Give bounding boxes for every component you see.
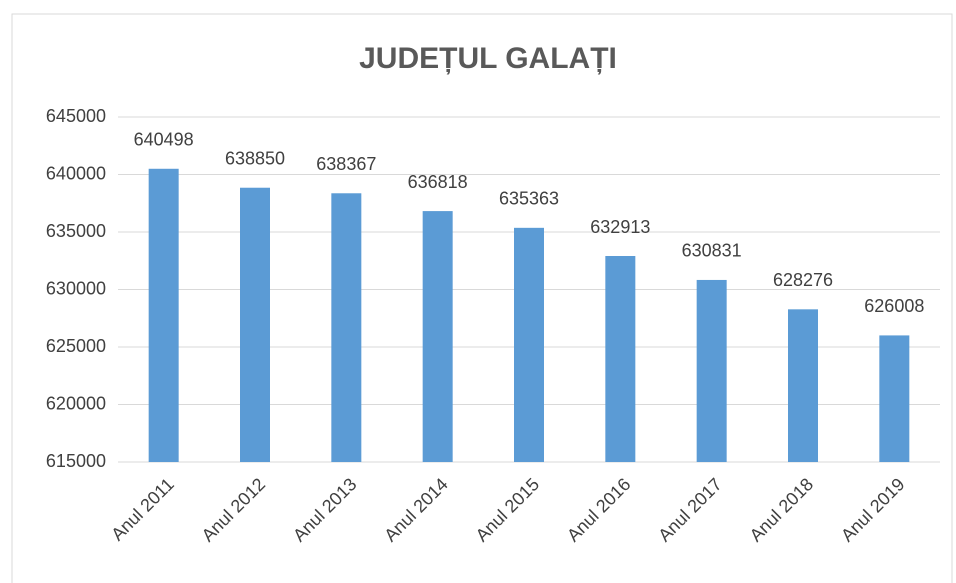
x-tick-label: Anul 2017 <box>654 474 725 545</box>
bar <box>331 193 362 463</box>
x-tick-label: Anul 2015 <box>472 474 543 545</box>
data-label: 635363 <box>499 189 559 209</box>
data-label: 638367 <box>316 154 376 174</box>
data-label: 636818 <box>408 172 468 192</box>
chart-frame <box>11 13 953 583</box>
chart-title: JUDEȚUL GALAȚI <box>359 42 617 75</box>
data-label: 630831 <box>682 241 742 261</box>
x-tick-label: Anul 2013 <box>289 474 360 545</box>
x-tick-label: Anul 2011 <box>107 474 178 545</box>
bar <box>696 279 727 462</box>
x-tick-label: Anul 2014 <box>380 474 451 545</box>
y-tick-label: 615000 <box>46 451 106 471</box>
data-label: 640498 <box>134 130 194 150</box>
bar <box>879 335 910 462</box>
bar <box>788 309 818 462</box>
bar <box>148 168 179 462</box>
y-tick-label: 645000 <box>46 106 106 126</box>
data-label: 632913 <box>590 217 650 237</box>
data-label: 628276 <box>773 270 833 290</box>
data-label: 626008 <box>864 296 924 316</box>
y-tick-label: 625000 <box>46 336 106 356</box>
bar <box>240 187 270 462</box>
y-tick-label: 620000 <box>46 393 106 413</box>
y-tick-label: 630000 <box>46 278 106 298</box>
y-tick-label: 640000 <box>46 163 106 183</box>
x-tick-label: Anul 2018 <box>746 474 817 545</box>
x-tick-label: Anul 2016 <box>563 474 634 545</box>
x-tick-label: Anul 2019 <box>837 474 908 545</box>
bar <box>422 211 453 462</box>
x-tick-label: Anul 2012 <box>198 474 269 545</box>
bar <box>605 256 636 462</box>
data-label: 638850 <box>225 148 285 168</box>
bar <box>514 227 544 462</box>
y-tick-label: 635000 <box>46 221 106 241</box>
